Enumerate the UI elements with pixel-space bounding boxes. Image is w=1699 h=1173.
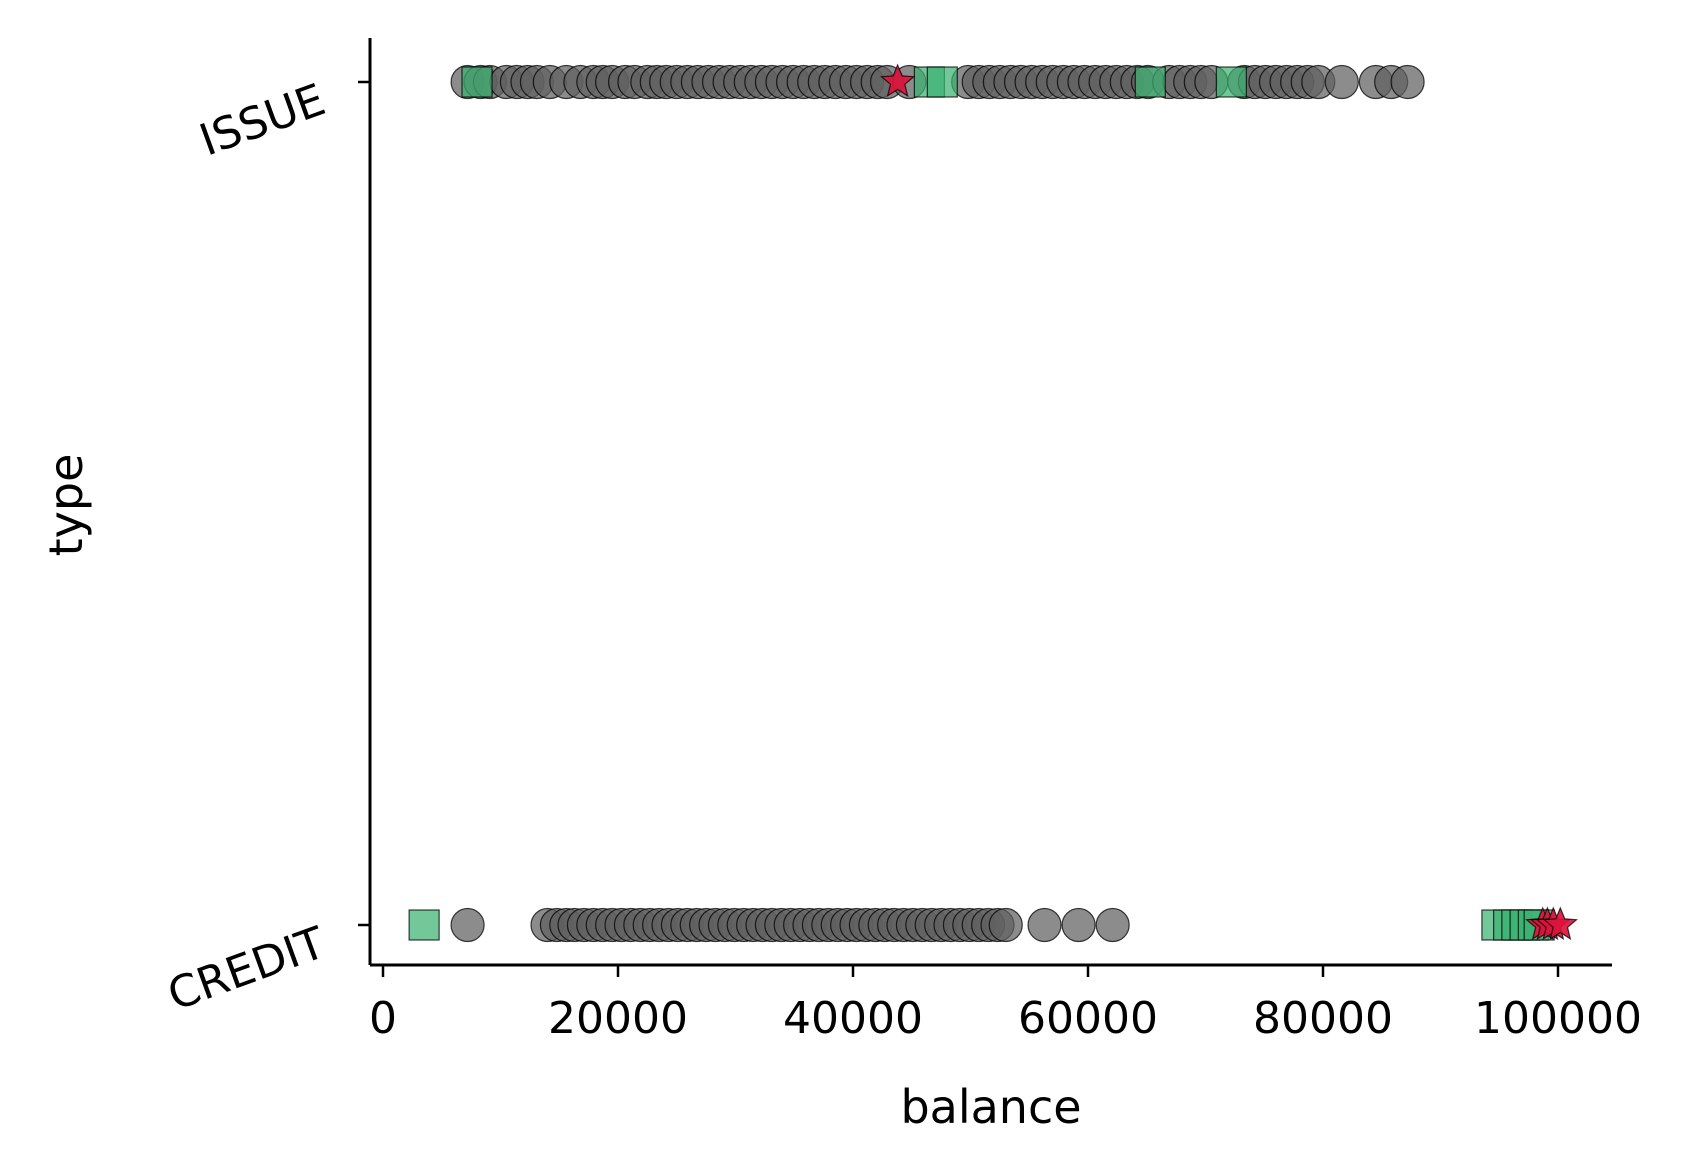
data-point-credit-circle-51 bbox=[1027, 907, 1062, 943]
data-point-issue-circle-74 bbox=[1390, 64, 1425, 100]
x-tick-label: 60000 bbox=[1018, 993, 1158, 1044]
x-tick-label: 20000 bbox=[548, 993, 688, 1044]
y-axis-label: type bbox=[39, 454, 93, 557]
x-tick-label: 100000 bbox=[1474, 993, 1642, 1044]
x-axis-label: balance bbox=[900, 1080, 1081, 1134]
data-point-credit-square-0 bbox=[408, 909, 440, 941]
data-point-issue-star-0 bbox=[879, 63, 916, 98]
data-point-issue-square-2 bbox=[926, 66, 958, 98]
x-tick-label: 80000 bbox=[1253, 993, 1393, 1044]
data-point-credit-circle-0 bbox=[450, 907, 485, 943]
x-tick-label: 0 bbox=[369, 993, 397, 1044]
y-tick-label: ISSUE bbox=[193, 74, 332, 166]
y-tick-label: CREDIT bbox=[161, 917, 332, 1021]
data-point-credit-circle-50 bbox=[988, 907, 1023, 943]
x-tick-label: 40000 bbox=[783, 993, 923, 1044]
plot-marks bbox=[408, 63, 1579, 943]
data-point-credit-star-3 bbox=[1542, 906, 1579, 941]
axes: 0 20000 40000 60000 80000 100000 CREDIT ISSUE ba… bbox=[39, 38, 1642, 1134]
data-point-credit-circle-53 bbox=[1095, 907, 1130, 943]
data-point-issue-circle-71 bbox=[1324, 64, 1359, 100]
data-point-issue-square-3 bbox=[1134, 66, 1166, 98]
data-point-credit-circle-52 bbox=[1061, 907, 1096, 943]
data-point-issue-square-0 bbox=[461, 66, 493, 98]
data-point-issue-square-4 bbox=[1215, 66, 1247, 98]
